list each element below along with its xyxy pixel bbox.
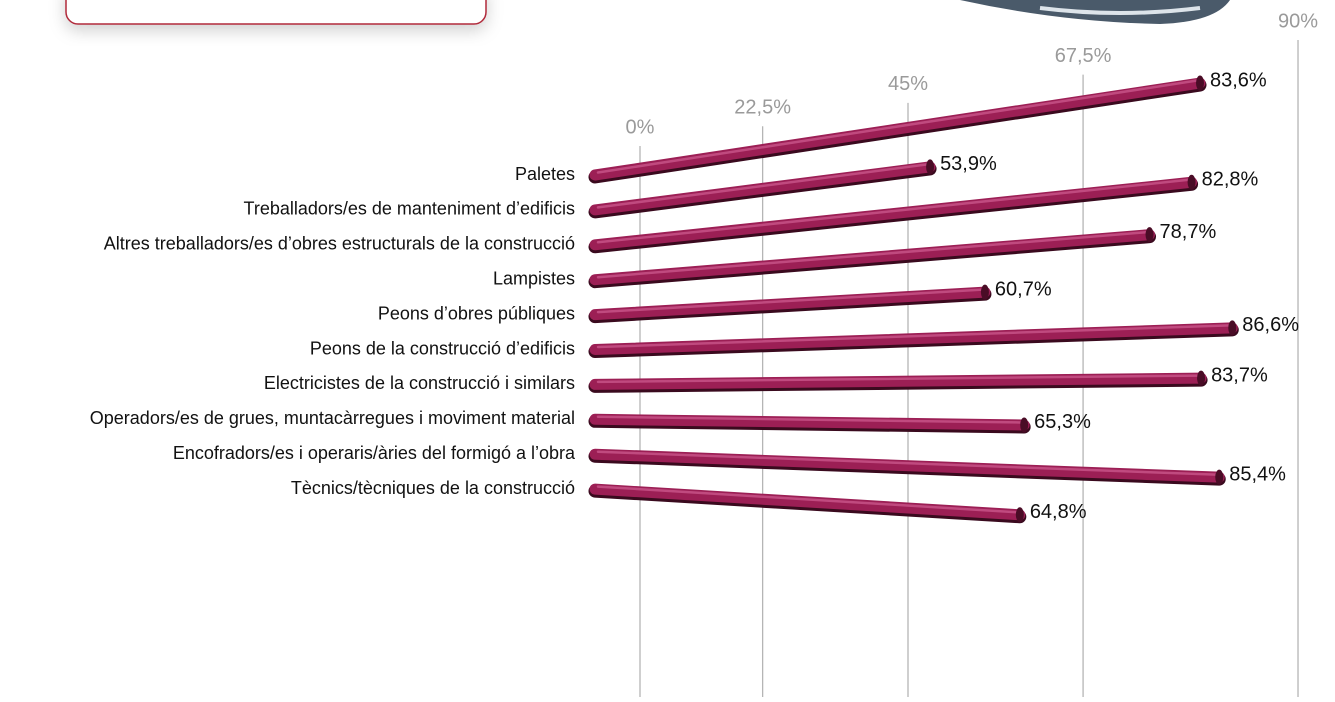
category-label: Encofradors/es i operaris/àries del form…: [173, 443, 576, 463]
bar: [588, 227, 1157, 289]
bar: [588, 448, 1226, 486]
value-label: 82,8%: [1202, 169, 1259, 191]
bar-cap: [1187, 174, 1196, 190]
bar-body: [589, 229, 1156, 286]
value-label: 86,6%: [1242, 314, 1299, 336]
photo-detail: [1039, 6, 1201, 15]
bar-highlight: [596, 415, 1023, 424]
bar-cap: [1020, 417, 1029, 433]
x-tick-label: 67,5%: [1055, 45, 1112, 67]
bar-cap: [1145, 227, 1154, 243]
bar: [588, 413, 1031, 434]
category-label: Altres treballadors/es d’obres estructur…: [104, 234, 575, 254]
category-label: Treballadors/es de manteniment d’edifici…: [244, 199, 576, 219]
value-label: 60,7%: [995, 278, 1052, 300]
bar-highlight: [596, 450, 1218, 476]
value-label: 83,6%: [1210, 69, 1267, 91]
bar-highlight: [596, 178, 1190, 244]
bar-cap: [926, 159, 935, 175]
bar-cap: [1197, 370, 1206, 386]
value-label: 65,3%: [1034, 411, 1091, 433]
bar: [588, 483, 1027, 524]
x-tick-label: 45%: [888, 73, 928, 95]
value-label: 83,7%: [1211, 364, 1268, 386]
bar: [588, 320, 1239, 358]
bar-cap: [1196, 75, 1205, 91]
bar-cap: [1015, 507, 1024, 523]
bar-cap: [1215, 469, 1224, 485]
value-label: 53,9%: [940, 153, 997, 175]
bar-highlight: [596, 485, 1019, 514]
value-label: 78,7%: [1160, 221, 1217, 243]
bar: [588, 370, 1208, 393]
bar-highlight: [596, 79, 1199, 174]
category-label: Paletes: [515, 164, 575, 184]
card: [65, 0, 487, 25]
value-label: 85,4%: [1229, 463, 1286, 485]
bar-cap: [980, 284, 989, 300]
bar-body: [589, 77, 1206, 181]
category-label: Peons de la construcció d’edificis: [310, 338, 575, 358]
category-label: Operadors/es de grues, muntacàrregues i …: [90, 408, 575, 428]
bar-body: [589, 322, 1238, 355]
bar-body: [589, 372, 1207, 390]
bar: [588, 159, 937, 219]
bar-body: [589, 161, 936, 216]
category-label: Electricistes de la construcció i simila…: [264, 373, 575, 393]
x-tick-label: 90%: [1278, 10, 1318, 32]
bar-body: [589, 286, 991, 321]
bar-highlight: [596, 288, 984, 314]
bar-cap: [1228, 320, 1237, 336]
bar-body: [589, 413, 1030, 431]
bar-highlight: [596, 374, 1200, 384]
bar-highlight: [596, 163, 929, 209]
category-label: Lampistes: [493, 268, 575, 288]
value-label: 64,8%: [1030, 501, 1087, 523]
bar: [588, 284, 992, 324]
category-label: Peons d’obres públiques: [378, 303, 575, 323]
bar-highlight: [596, 230, 1148, 279]
bar-body: [589, 176, 1198, 251]
x-tick-label: 0%: [626, 116, 655, 138]
x-tick-label: 22,5%: [734, 97, 791, 119]
bar-highlight: [596, 324, 1231, 349]
bar-body: [589, 483, 1026, 521]
category-label: Tècnics/tècniques de la construcció: [291, 478, 575, 498]
bar: [588, 174, 1199, 254]
bar-body: [589, 448, 1225, 483]
bar: [588, 75, 1207, 184]
